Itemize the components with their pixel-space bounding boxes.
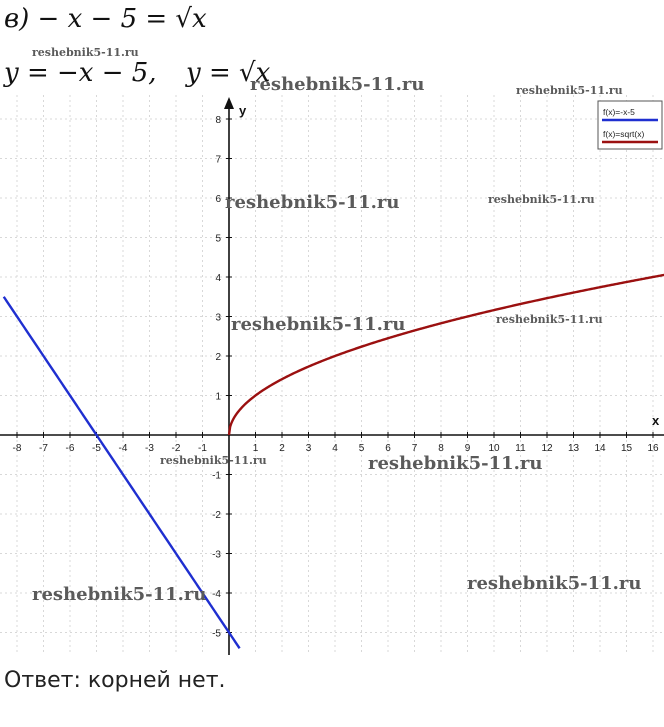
x-tick-label: 8 [438, 443, 444, 454]
watermark: reshebnik5-11.ru [225, 192, 400, 213]
y-axis-arrow [224, 97, 234, 109]
x-tick-label: 3 [306, 443, 312, 454]
legend: f(x)=-x-5 f(x)=sqrt(x) [597, 100, 663, 150]
x-tick-label: 2 [279, 443, 285, 454]
watermark: reshebnik5-11.ru [160, 454, 267, 467]
tick-labels: xy-8 -7 -6 -5 -4 -3 -2 -1 1 2 3 4 5 6 7 8 9 10 11 12 13 14 15 1… [13, 103, 660, 640]
watermark: reshebnik5-11.ru [496, 313, 603, 326]
x-tick-label: 7 [412, 443, 418, 454]
y-tick-label: -2 [212, 510, 221, 521]
watermark: reshebnik5-11.ru [488, 193, 595, 206]
x-tick-label: -5 [92, 443, 101, 454]
x-tick-label: 12 [541, 443, 553, 454]
x-tick-label: -7 [39, 443, 48, 454]
y-tick-label: 5 [215, 234, 221, 245]
watermark: reshebnik5-11.ru [467, 573, 642, 594]
x-tick-label: -6 [66, 443, 75, 454]
x-tick-label: 16 [647, 443, 659, 454]
legend-label: f(x)=-x-5 [603, 107, 635, 117]
legend-label: f(x)=sqrt(x) [603, 129, 644, 139]
x-tick-label: -1 [198, 443, 207, 454]
function-line-a: y = −x − 5, [4, 58, 157, 88]
answer-text: Ответ: корней нет. [4, 668, 226, 693]
x-tick-label: 1 [253, 443, 259, 454]
equation: в) − x − 5 = √x [4, 4, 207, 34]
y-tick-label: 6 [215, 194, 221, 205]
x-tick-label: 15 [621, 443, 633, 454]
series-line-sqrt [227, 273, 664, 436]
y-tick-label: -3 [212, 550, 221, 561]
function-line-b: y = √x [186, 58, 271, 88]
watermark: reshebnik5-11.ru [32, 584, 207, 605]
y-tick-label: -5 [212, 629, 221, 640]
y-axis-label: y [239, 103, 247, 118]
x-tick-label: 5 [359, 443, 365, 454]
x-tick-label: -3 [145, 443, 154, 454]
watermark: reshebnik5-11.ru [368, 453, 543, 474]
axes [0, 97, 664, 655]
x-tick-label: 6 [385, 443, 391, 454]
curves [2, 273, 664, 649]
x-tick-label: 11 [515, 443, 526, 454]
y-tick-label: 7 [215, 155, 221, 166]
x-tick-label: 4 [332, 443, 338, 454]
function-graph: xy-8 -7 -6 -5 -4 -3 -2 -1 1 2 3 4 5 6 7 8 9 10 11 12 13 14 15 1… [0, 95, 664, 655]
watermark: reshebnik5-11.ru [32, 46, 139, 59]
x-tick-label: 13 [568, 443, 580, 454]
x-tick-label: -4 [119, 443, 128, 454]
y-tick-label: -4 [212, 589, 221, 600]
x-tick-label: 9 [465, 443, 471, 454]
y-tick-label: 4 [215, 273, 221, 284]
x-tick-label: 10 [488, 443, 500, 454]
y-tick-label: 2 [215, 352, 221, 363]
watermark: reshebnik5-11.ru [250, 74, 425, 95]
grid [0, 95, 664, 655]
x-tick-label: 14 [594, 443, 606, 454]
y-tick-label: 8 [215, 115, 221, 126]
y-tick-label: -1 [212, 471, 221, 482]
x-tick-label: -2 [172, 443, 181, 454]
x-tick-label: -8 [13, 443, 22, 454]
series-line-linear [2, 296, 241, 649]
watermark: reshebnik5-11.ru [231, 314, 406, 335]
y-tick-label: 1 [215, 392, 221, 403]
watermark: reshebnik5-11.ru [516, 84, 623, 97]
y-tick-label: 3 [215, 313, 221, 324]
x-axis-label: x [652, 413, 660, 428]
